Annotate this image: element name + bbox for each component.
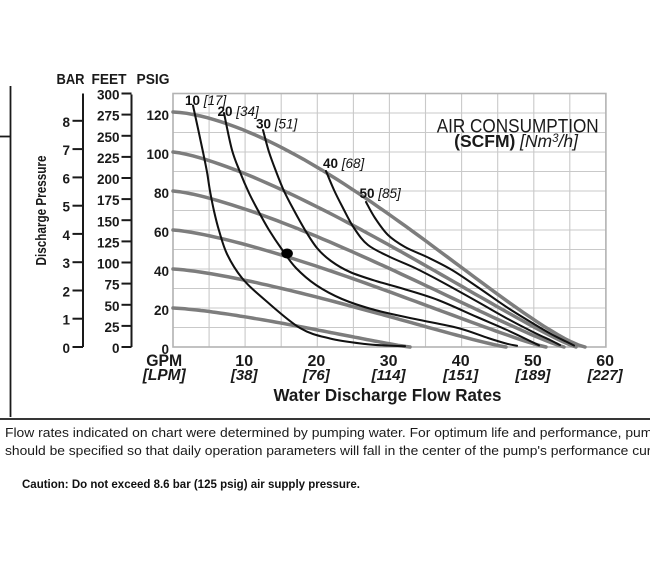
svg-text:FEET: FEET bbox=[92, 72, 127, 88]
svg-text:5: 5 bbox=[62, 200, 70, 215]
svg-text:25: 25 bbox=[104, 320, 120, 335]
svg-text:(SCFM): (SCFM) bbox=[454, 131, 515, 151]
svg-text:60: 60 bbox=[596, 353, 614, 370]
svg-text:100: 100 bbox=[97, 257, 120, 272]
svg-text:AIR CONSUMPTION: AIR CONSUMPTION bbox=[437, 117, 599, 138]
svg-text:20: 20 bbox=[154, 303, 169, 318]
svg-text:[114]: [114] bbox=[371, 367, 407, 384]
svg-text:BAR: BAR bbox=[57, 72, 85, 88]
svg-text:1: 1 bbox=[62, 313, 70, 328]
svg-text:10: 10 bbox=[235, 353, 253, 370]
svg-text:PSIG: PSIG bbox=[137, 72, 170, 88]
svg-text:175: 175 bbox=[97, 193, 120, 208]
svg-text:0: 0 bbox=[112, 341, 120, 356]
svg-text:Flow rates indicated on chart: Flow rates indicated on chart were deter… bbox=[5, 425, 650, 440]
svg-text:4: 4 bbox=[62, 228, 70, 243]
svg-text:should be specified so that da: should be specified so that daily operat… bbox=[5, 443, 650, 458]
svg-text:0: 0 bbox=[161, 342, 169, 357]
svg-text:250: 250 bbox=[97, 130, 120, 145]
svg-text:50 [85]: 50 [85] bbox=[360, 186, 403, 201]
svg-text:120: 120 bbox=[146, 108, 169, 123]
svg-text:[227]: [227] bbox=[587, 367, 624, 384]
svg-text:80: 80 bbox=[154, 186, 169, 201]
svg-text:20: 20 bbox=[308, 353, 326, 370]
svg-text:6: 6 bbox=[62, 171, 70, 186]
svg-text:Discharge Pressure: Discharge Pressure bbox=[33, 156, 50, 266]
svg-text:[38]: [38] bbox=[230, 367, 259, 384]
svg-text:0: 0 bbox=[62, 341, 70, 356]
svg-text:30: 30 bbox=[380, 353, 398, 370]
svg-text:30 [51]: 30 [51] bbox=[256, 117, 299, 132]
svg-text:GPM: GPM bbox=[146, 352, 182, 370]
svg-text:150: 150 bbox=[97, 214, 120, 229]
svg-text:50: 50 bbox=[524, 353, 542, 370]
svg-text:275: 275 bbox=[97, 109, 120, 124]
svg-text:300: 300 bbox=[97, 88, 120, 103]
svg-text:8: 8 bbox=[62, 115, 70, 130]
svg-text:100: 100 bbox=[146, 147, 169, 162]
svg-text:3: 3 bbox=[62, 256, 70, 271]
svg-text:Water Discharge Flow Rates: Water Discharge Flow Rates bbox=[274, 385, 502, 405]
svg-text:20 [34]: 20 [34] bbox=[218, 104, 261, 119]
svg-text:40 [68]: 40 [68] bbox=[323, 156, 366, 171]
svg-text:Caution: Do not exceed 8.6 bar: Caution: Do not exceed 8.6 bar (125 psig… bbox=[22, 477, 360, 491]
svg-text:40: 40 bbox=[154, 264, 169, 279]
svg-text:10 [17]: 10 [17] bbox=[185, 93, 228, 108]
svg-text:[Nm3/h]: [Nm3/h] bbox=[519, 131, 579, 151]
svg-text:60: 60 bbox=[154, 225, 169, 240]
svg-text:50: 50 bbox=[104, 299, 119, 314]
svg-text:7: 7 bbox=[62, 143, 70, 158]
svg-text:[LPM]: [LPM] bbox=[142, 367, 187, 384]
svg-text:75: 75 bbox=[104, 278, 120, 293]
svg-text:40: 40 bbox=[452, 353, 470, 370]
svg-text:225: 225 bbox=[97, 151, 120, 166]
svg-text:200: 200 bbox=[97, 172, 120, 187]
svg-text:125: 125 bbox=[97, 235, 120, 250]
svg-text:[151]: [151] bbox=[442, 367, 479, 384]
svg-text:[76]: [76] bbox=[302, 367, 331, 384]
svg-text:[189]: [189] bbox=[514, 367, 551, 384]
svg-text:2: 2 bbox=[62, 284, 70, 299]
